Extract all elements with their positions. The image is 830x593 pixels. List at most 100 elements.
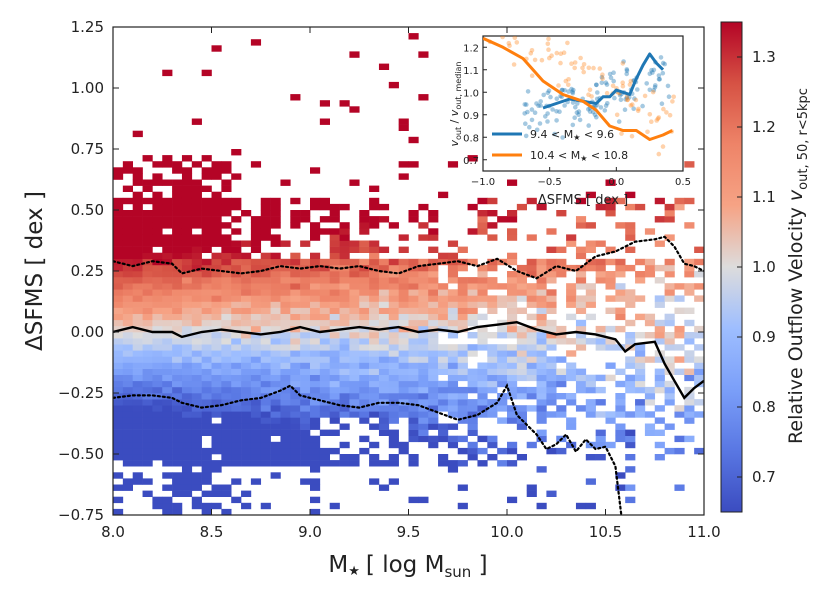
heatmap-cell [162,301,173,308]
legend-label-blue: 9.4 < M★ < 9.6 [530,128,614,142]
heatmap-cell [516,393,527,400]
heatmap-cell [319,301,330,308]
heatmap-cell [211,203,222,211]
heatmap-cell [201,374,212,382]
heatmap-cell [536,368,547,375]
heatmap-cell [447,368,459,375]
heatmap-cell [162,271,173,278]
heatmap-cell [191,484,202,491]
heatmap-cell [654,264,665,272]
heatmap-cell [507,295,518,302]
heatmap-cell [270,393,281,400]
heatmap-cell [546,374,557,382]
inset-scatter-point-blue [525,109,530,115]
heatmap-cell [211,350,222,357]
heatmap-cell [221,301,232,308]
heatmap-cell [418,429,429,436]
heatmap-cell [142,374,153,382]
heatmap-cell [142,325,153,333]
heatmap-cell [172,228,183,235]
heatmap-cell [319,362,330,369]
heatmap-cell [378,429,390,436]
heatmap-cell [575,246,587,253]
heatmap-cell [221,313,232,321]
heatmap-cell [250,246,262,253]
inset-scatter-point-blue [616,119,622,124]
heatmap-cell [615,313,626,321]
heatmap-cell [172,411,183,418]
heatmap-cell [260,313,271,321]
heatmap-cell [625,338,636,345]
heatmap-cell [290,283,301,290]
heatmap-cell [615,283,626,290]
heatmap-cell [575,222,587,229]
heatmap-cell [526,313,537,321]
heatmap-cell [497,417,508,424]
heatmap-cell [428,313,439,321]
heatmap-cell [290,411,301,418]
heatmap-cell [300,216,311,223]
heatmap-cell [418,277,429,284]
heatmap-cell [497,380,508,388]
heatmap-cell [457,350,468,357]
heatmap-cell [250,447,262,455]
heatmap-cell [536,313,547,321]
heatmap-cell [250,301,262,308]
heatmap-cell [172,271,183,278]
heatmap-cell [349,380,360,388]
heatmap-cell [152,496,163,504]
heatmap-cell [122,332,133,339]
heatmap-cell [359,374,370,382]
heatmap-cell [438,435,449,443]
heatmap-cell [516,277,527,284]
heatmap-cell [142,368,153,375]
heatmap-cell [162,502,173,510]
heatmap-cell [172,508,183,515]
inset-x-tick-label: 0.0 [608,177,624,188]
heatmap-cell [162,484,173,491]
heatmap-cell [349,399,360,406]
heatmap-cell [497,399,508,406]
heatmap-cell [211,277,222,284]
heatmap-cell [388,362,399,369]
heatmap-cell [201,246,212,253]
heatmap-cell [477,374,488,382]
heatmap-cell [664,399,675,406]
heatmap-cell [300,478,311,485]
heatmap-cell [359,216,370,223]
inset-scatter-point-blue [532,110,538,115]
heatmap-cell [507,393,518,400]
heatmap-cell [132,240,143,247]
heatmap-cell [369,356,380,363]
heatmap-cell [556,356,567,363]
heatmap-cell [546,319,557,327]
heatmap-cell [113,295,124,302]
inset-scatter-point-orange [600,72,605,77]
heatmap-cell [625,496,636,504]
heatmap-cell [201,368,212,375]
heatmap-cell [615,399,626,406]
heatmap-cell [408,161,419,168]
heatmap-cell [438,319,449,327]
heatmap-cell [191,368,202,375]
heatmap-cell [122,271,133,278]
heatmap-cell [211,301,222,308]
inset-y-tick-label: 1.1 [463,66,479,77]
heatmap-cell [408,411,419,418]
heatmap-cell [664,210,675,217]
heatmap-cell [428,332,439,339]
heatmap-cell [142,240,153,247]
heatmap-cell [408,210,419,217]
heatmap-cell [122,368,133,375]
heatmap-cell [241,350,252,357]
heatmap-cell [418,496,429,504]
inset-scatter-point-blue [608,75,614,81]
heatmap-cell [497,332,508,339]
heatmap-cell [408,313,419,321]
heatmap-cell [477,368,488,375]
heatmap-cell [172,258,183,266]
heatmap-cell [113,423,124,430]
inset-scatter-point-blue [653,83,658,88]
colorbar-ticks: 0.70.80.91.01.11.21.3 [737,48,776,486]
heatmap-cell [152,301,163,308]
